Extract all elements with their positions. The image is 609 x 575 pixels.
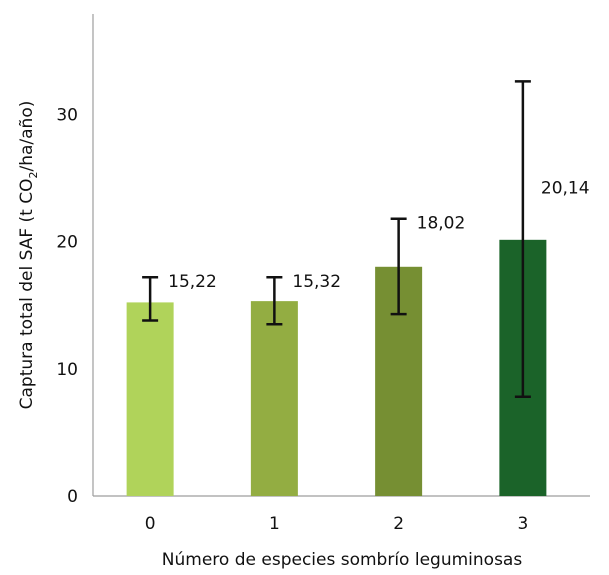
error-bar-3 bbox=[514, 80, 531, 399]
y-axis-title-main: Captura total del SAF (t CO bbox=[17, 179, 37, 410]
y-axis-title-subscript: 2 bbox=[27, 172, 40, 179]
error-bar-2 bbox=[390, 217, 407, 316]
error-bar-1 bbox=[266, 275, 283, 326]
x-tick-label-3: 3 bbox=[517, 514, 528, 534]
y-tick-label: 10 bbox=[56, 360, 78, 380]
y-tick-labels: 0 10 20 30 bbox=[56, 105, 78, 507]
x-axis-title: Número de especies sombrío leguminosas bbox=[162, 550, 523, 570]
x-tick-label-2: 2 bbox=[393, 514, 404, 534]
data-label-1: 15,32 bbox=[292, 272, 341, 292]
data-label-3: 20,14 bbox=[541, 178, 590, 198]
y-axis-title: Captura total del SAF (t CO2/ha/año) bbox=[17, 101, 40, 410]
y-axis-title-rest: /ha/año) bbox=[17, 101, 37, 172]
x-tick-labels: 0 1 2 3 bbox=[145, 514, 529, 534]
error-bar-0 bbox=[142, 275, 159, 322]
x-tick-label-1: 1 bbox=[269, 514, 280, 534]
data-label-2: 18,02 bbox=[417, 214, 466, 234]
y-tick-label: 20 bbox=[56, 233, 78, 253]
data-label-0: 15,22 bbox=[168, 272, 217, 292]
y-tick-label: 30 bbox=[56, 105, 78, 125]
error-bars bbox=[142, 80, 531, 399]
data-labels: 15,22 15,32 18,02 20,14 bbox=[168, 178, 589, 292]
bar-1 bbox=[250, 301, 298, 496]
bar-0 bbox=[126, 302, 174, 496]
y-tick-label: 0 bbox=[67, 487, 78, 507]
x-tick-label-0: 0 bbox=[145, 514, 156, 534]
